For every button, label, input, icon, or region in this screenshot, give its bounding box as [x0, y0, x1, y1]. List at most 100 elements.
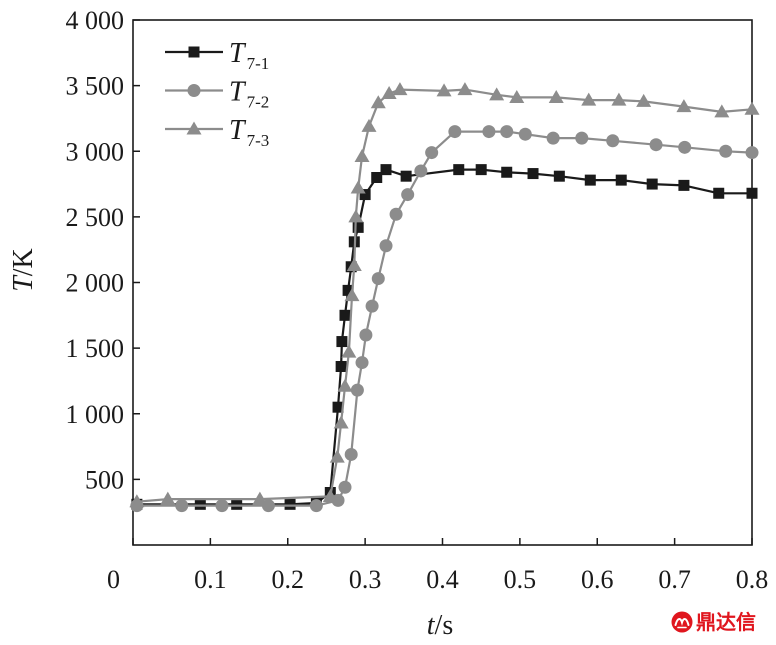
data-point-t7-2 — [401, 188, 415, 202]
y-tick-label: 1 500 — [66, 334, 125, 363]
series-line-t7-2 — [136, 130, 753, 507]
data-point-t7-2 — [355, 356, 369, 370]
y-axis-label: T/K — [8, 248, 39, 292]
data-point-t7-2 — [719, 144, 733, 158]
data-point-t7-3 — [341, 344, 357, 358]
y-tick-label: 3 000 — [66, 137, 125, 166]
data-point-t7-2 — [365, 299, 379, 313]
plot-area — [132, 19, 753, 546]
x-tick-label: 0.4 — [426, 565, 459, 594]
data-point-t7-3 — [611, 92, 627, 106]
x-tick-label: 0.3 — [349, 565, 382, 594]
series-t7-1 — [131, 164, 758, 510]
data-point-t7-3 — [361, 118, 377, 132]
data-point-t7-2 — [518, 127, 532, 141]
data-point-t7-2 — [649, 138, 663, 152]
data-point-t7-1 — [584, 174, 596, 186]
legend-item-t7-2: T 7-2 — [165, 77, 269, 112]
data-point-t7-3 — [333, 415, 349, 429]
data-point-t7-3 — [457, 82, 473, 96]
data-series — [129, 82, 760, 513]
data-point-t7-1 — [501, 166, 513, 178]
data-point-t7-1 — [615, 174, 627, 186]
x-tick-label: 0.7 — [658, 565, 691, 594]
data-point-t7-3 — [714, 104, 730, 118]
data-point-t7-1 — [746, 187, 758, 199]
data-point-t7-1 — [646, 178, 658, 190]
legend-label: T 7-1 — [229, 38, 269, 73]
data-point-t7-3 — [354, 149, 370, 162]
data-point-t7-3 — [329, 449, 345, 463]
data-point-t7-1 — [475, 164, 487, 176]
data-point-t7-3 — [370, 95, 386, 109]
data-point-t7-3 — [322, 488, 338, 502]
x-tick-label: 0 — [107, 565, 120, 594]
data-point-t7-1 — [332, 401, 344, 413]
x-axis-label: t/s — [427, 610, 453, 641]
data-point-t7-1 — [371, 172, 383, 183]
data-point-t7-1 — [352, 221, 364, 233]
axis-ticks — [132, 19, 753, 545]
data-point-t7-2 — [414, 164, 428, 178]
x-tick-label: 0.1 — [194, 565, 227, 594]
data-point-t7-3 — [350, 180, 366, 194]
data-point-t7-3 — [581, 92, 597, 106]
data-point-t7-3 — [676, 99, 692, 113]
data-point-t7-2 — [606, 134, 620, 148]
legend: T 7-1 T 7-2T 7-3 — [165, 38, 269, 150]
data-point-t7-3 — [436, 83, 452, 97]
watermark-text: 鼎达信 — [696, 610, 756, 634]
data-point-t7-2 — [575, 131, 589, 145]
data-point-t7-2 — [678, 140, 692, 154]
plot-frame — [132, 19, 753, 546]
axis-tick-labels: 0 0.1 0.2 0.3 0.4 0.5 0.6 0.7 0.8 500 1 000 1 500 2 … — [66, 6, 769, 594]
legend-item-t7-1: T 7-1 — [165, 38, 269, 73]
legend-triangle-icon — [186, 121, 202, 135]
data-point-t7-3 — [129, 494, 145, 508]
y-tick-label: 3 500 — [66, 72, 125, 101]
data-point-t7-1 — [342, 284, 354, 296]
data-point-t7-3 — [509, 89, 525, 103]
data-point-t7-2 — [500, 125, 514, 139]
data-point-t7-1 — [336, 336, 348, 348]
data-point-t7-1 — [339, 309, 351, 321]
data-point-t7-3 — [344, 288, 360, 302]
data-point-t7-2 — [371, 272, 385, 286]
data-point-t7-3 — [392, 82, 408, 96]
data-point-t7-3 — [489, 87, 505, 101]
data-point-t7-2 — [546, 131, 560, 145]
data-point-t7-2 — [338, 480, 352, 494]
data-point-t7-1 — [553, 170, 565, 182]
y-tick-label: 4 000 — [66, 6, 125, 35]
x-tick-label: 0.8 — [736, 565, 769, 594]
data-point-t7-2 — [482, 125, 496, 139]
data-point-t7-2 — [745, 146, 759, 160]
data-point-t7-3 — [252, 491, 268, 505]
data-point-t7-1 — [527, 168, 539, 180]
data-point-t7-2 — [448, 125, 462, 139]
x-tick-label: 0.5 — [504, 565, 537, 594]
legend-item-t7-3: T 7-3 — [165, 115, 269, 150]
data-point-t7-2 — [389, 207, 403, 221]
x-tick-label: 0.6 — [581, 565, 614, 594]
watermark-logo-icon — [671, 611, 693, 633]
data-point-t7-3 — [636, 93, 652, 107]
y-tick-label: 2 500 — [66, 203, 125, 232]
data-point-t7-3 — [160, 491, 176, 505]
y-tick-label: 1 000 — [66, 400, 125, 429]
y-tick-label: 500 — [85, 465, 124, 494]
data-point-t7-1 — [380, 164, 392, 176]
data-point-t7-1 — [359, 189, 371, 201]
data-point-t7-2 — [350, 383, 364, 397]
data-point-t7-3 — [744, 101, 760, 115]
data-point-t7-2 — [359, 328, 373, 342]
data-point-t7-2 — [425, 146, 439, 160]
legend-circle-icon — [187, 84, 201, 97]
data-point-t7-1 — [678, 179, 690, 191]
y-tick-label: 2 000 — [66, 269, 125, 298]
watermark: 鼎达信 — [671, 608, 756, 636]
data-point-t7-2 — [215, 499, 229, 513]
legend-square-icon — [188, 46, 200, 58]
